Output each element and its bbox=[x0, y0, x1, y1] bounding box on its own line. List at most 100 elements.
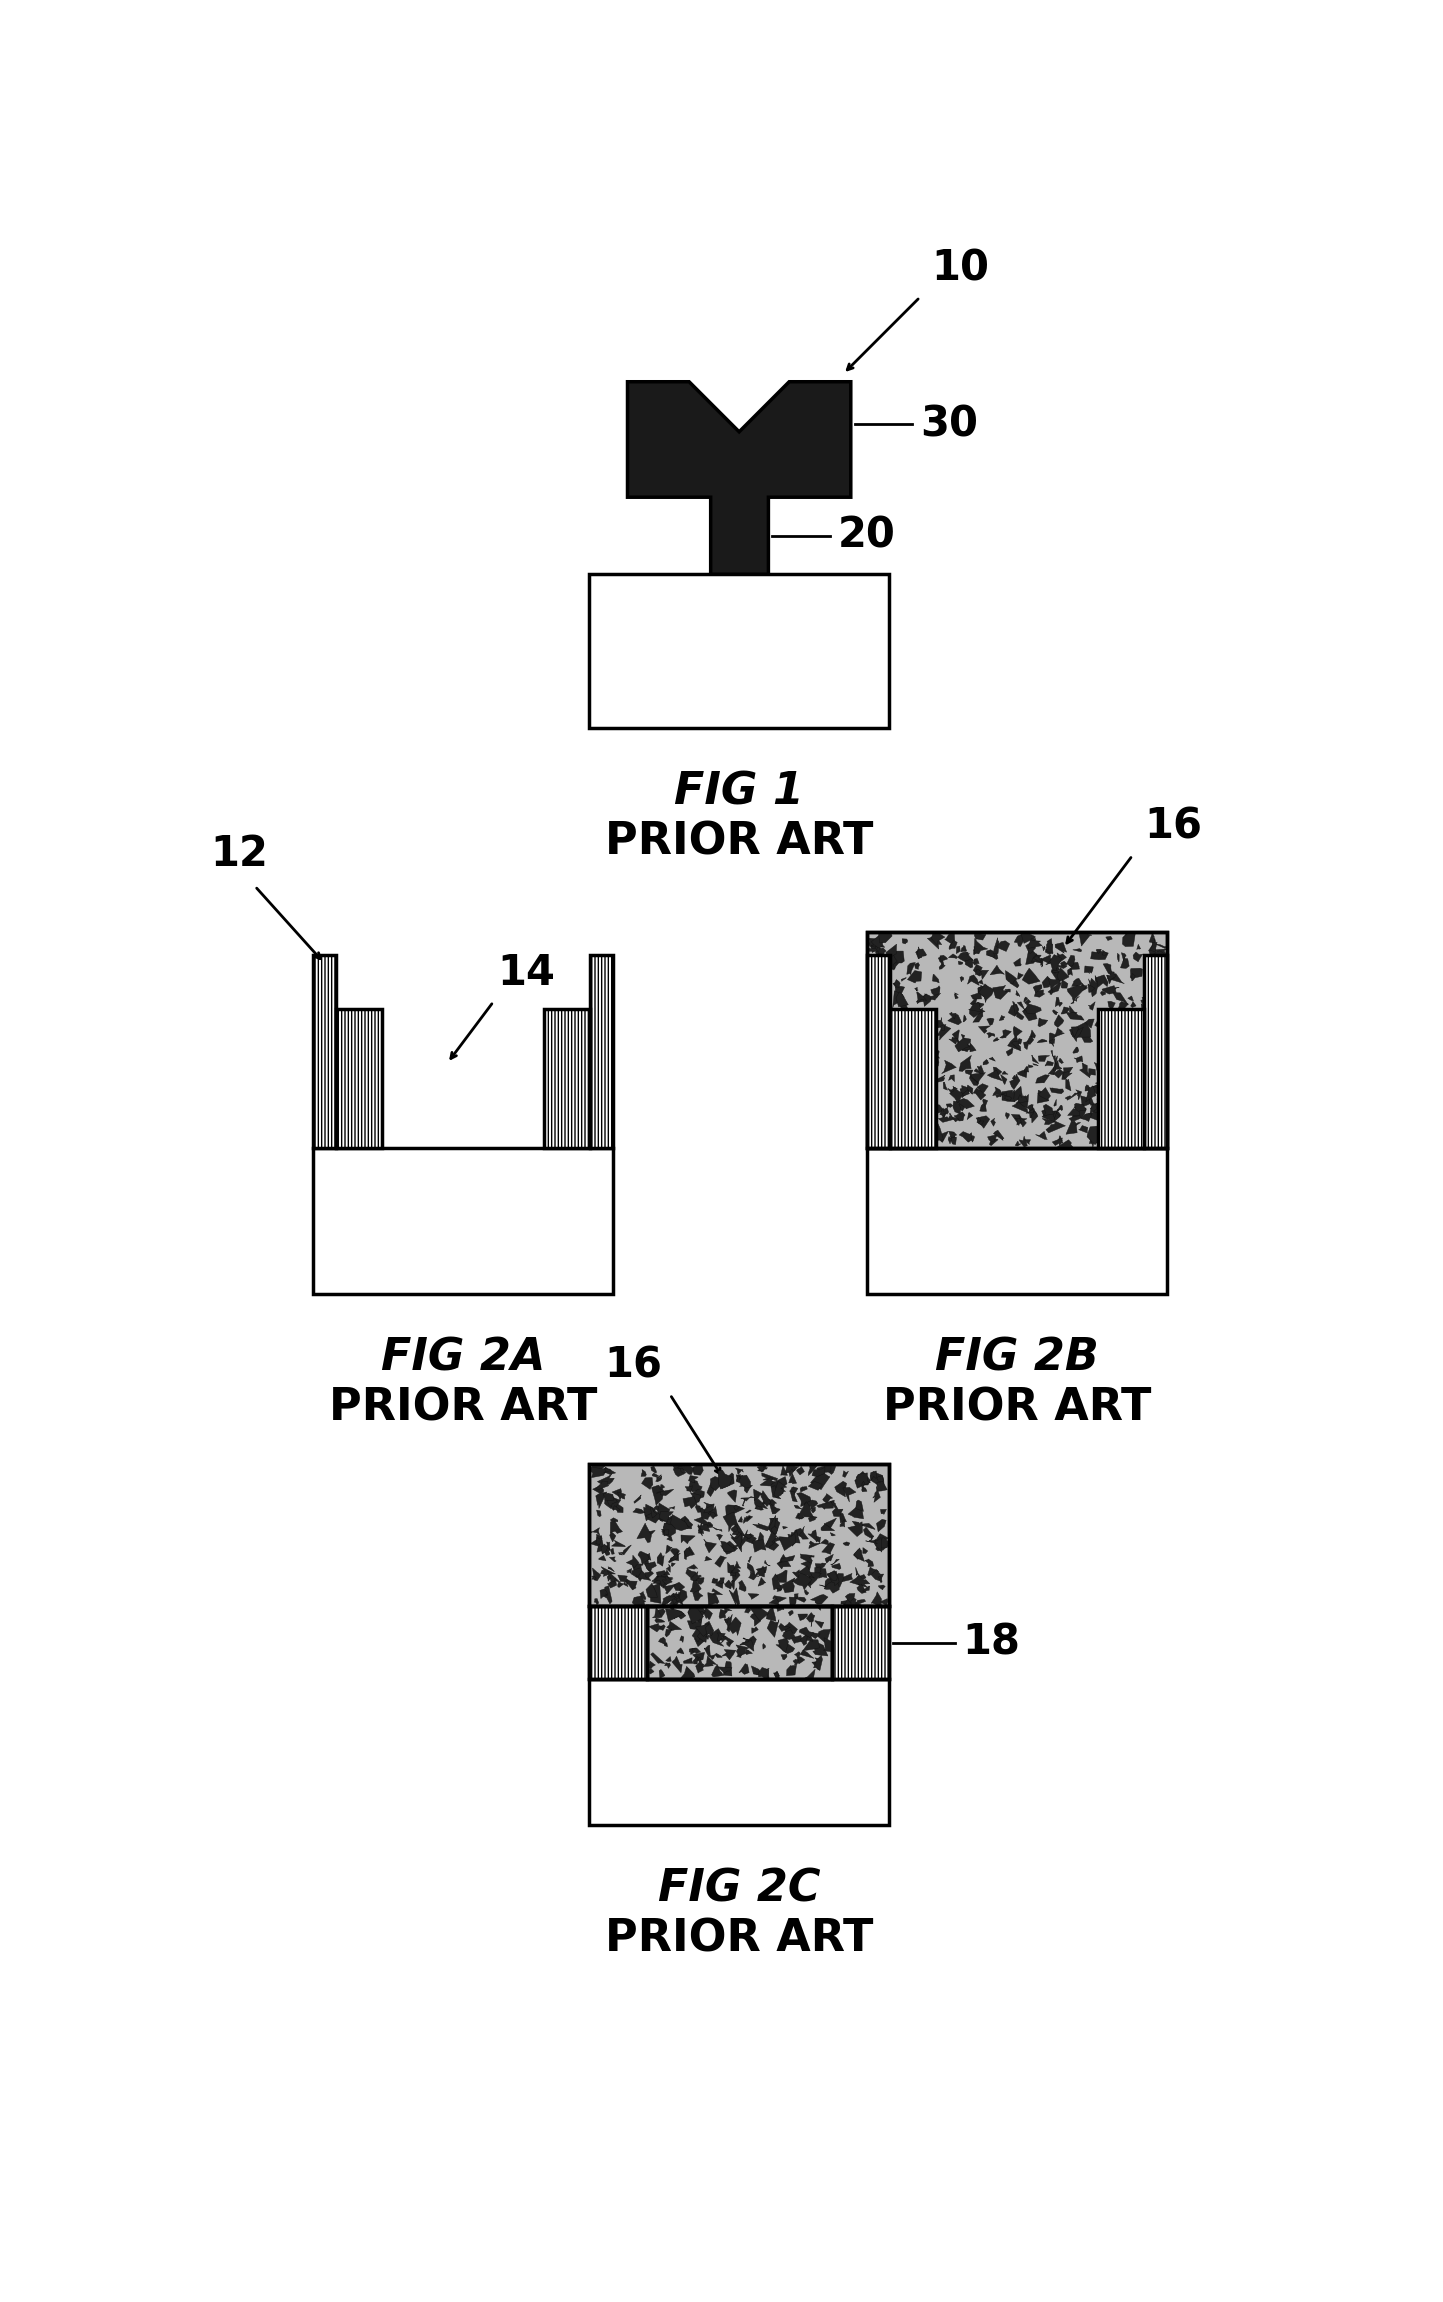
Polygon shape bbox=[727, 1616, 742, 1634]
Polygon shape bbox=[773, 1671, 779, 1678]
Polygon shape bbox=[978, 978, 984, 985]
Polygon shape bbox=[795, 1653, 799, 1655]
Polygon shape bbox=[638, 1552, 649, 1565]
Polygon shape bbox=[710, 1476, 726, 1492]
Polygon shape bbox=[811, 1471, 830, 1489]
Bar bbox=[890, 1008, 937, 1149]
Polygon shape bbox=[620, 1545, 632, 1554]
Polygon shape bbox=[944, 1082, 948, 1091]
Polygon shape bbox=[975, 969, 981, 976]
Polygon shape bbox=[993, 937, 999, 953]
Polygon shape bbox=[908, 971, 922, 983]
Polygon shape bbox=[769, 1503, 781, 1515]
Polygon shape bbox=[1130, 969, 1143, 978]
Polygon shape bbox=[1056, 967, 1069, 981]
Polygon shape bbox=[797, 1466, 804, 1476]
Polygon shape bbox=[841, 1600, 851, 1604]
Polygon shape bbox=[791, 1634, 802, 1644]
Polygon shape bbox=[1069, 1006, 1076, 1017]
Polygon shape bbox=[792, 1570, 799, 1579]
Polygon shape bbox=[661, 1515, 665, 1522]
Polygon shape bbox=[697, 1630, 707, 1641]
Polygon shape bbox=[763, 1644, 766, 1648]
Polygon shape bbox=[753, 1524, 771, 1531]
Polygon shape bbox=[765, 1561, 771, 1565]
Polygon shape bbox=[1152, 1045, 1157, 1052]
Polygon shape bbox=[655, 1476, 662, 1482]
Polygon shape bbox=[1069, 962, 1079, 969]
Polygon shape bbox=[670, 1554, 680, 1563]
Polygon shape bbox=[928, 1084, 932, 1089]
Polygon shape bbox=[672, 1466, 684, 1476]
Polygon shape bbox=[1026, 946, 1038, 965]
Polygon shape bbox=[596, 1480, 609, 1489]
Polygon shape bbox=[1088, 1084, 1100, 1096]
Polygon shape bbox=[646, 1531, 655, 1538]
Polygon shape bbox=[791, 1531, 799, 1547]
Polygon shape bbox=[733, 1545, 740, 1547]
Polygon shape bbox=[872, 946, 877, 953]
Polygon shape bbox=[1055, 1029, 1065, 1036]
Polygon shape bbox=[1069, 1116, 1081, 1121]
Polygon shape bbox=[1023, 1006, 1038, 1020]
Polygon shape bbox=[745, 1535, 752, 1540]
Polygon shape bbox=[919, 1075, 929, 1082]
Polygon shape bbox=[1001, 1070, 1009, 1075]
Polygon shape bbox=[804, 1591, 810, 1595]
Polygon shape bbox=[1140, 1022, 1153, 1031]
Polygon shape bbox=[1149, 1064, 1154, 1068]
Bar bbox=[831, 1607, 889, 1678]
Polygon shape bbox=[1088, 978, 1098, 997]
Polygon shape bbox=[1022, 969, 1040, 985]
Polygon shape bbox=[743, 1517, 750, 1524]
Polygon shape bbox=[1032, 1112, 1038, 1123]
Polygon shape bbox=[1046, 939, 1053, 953]
Polygon shape bbox=[835, 1575, 844, 1588]
Bar bbox=[589, 1464, 889, 1607]
Polygon shape bbox=[843, 1602, 850, 1604]
Polygon shape bbox=[665, 1565, 671, 1572]
Polygon shape bbox=[740, 1496, 755, 1501]
Polygon shape bbox=[1020, 932, 1035, 944]
Polygon shape bbox=[877, 1538, 889, 1547]
Polygon shape bbox=[879, 932, 892, 944]
Polygon shape bbox=[817, 1464, 831, 1473]
Polygon shape bbox=[680, 1588, 687, 1602]
Polygon shape bbox=[1139, 1043, 1144, 1052]
Polygon shape bbox=[889, 1057, 900, 1068]
Polygon shape bbox=[922, 1024, 932, 1034]
Polygon shape bbox=[893, 1068, 902, 1077]
Polygon shape bbox=[977, 1084, 988, 1093]
Polygon shape bbox=[916, 946, 921, 953]
Polygon shape bbox=[753, 1489, 763, 1501]
Polygon shape bbox=[654, 1506, 661, 1512]
Polygon shape bbox=[967, 974, 980, 985]
Polygon shape bbox=[1141, 992, 1153, 1006]
Polygon shape bbox=[716, 1533, 723, 1540]
Polygon shape bbox=[798, 1501, 814, 1519]
Polygon shape bbox=[1006, 1112, 1009, 1119]
Polygon shape bbox=[632, 1563, 642, 1572]
Polygon shape bbox=[948, 1089, 955, 1096]
Polygon shape bbox=[874, 1091, 887, 1103]
Polygon shape bbox=[789, 1473, 797, 1485]
Polygon shape bbox=[789, 1487, 798, 1494]
Polygon shape bbox=[717, 1667, 732, 1674]
Polygon shape bbox=[1068, 967, 1072, 976]
Polygon shape bbox=[892, 1105, 896, 1114]
Polygon shape bbox=[1108, 1123, 1117, 1135]
Polygon shape bbox=[877, 953, 889, 971]
Polygon shape bbox=[736, 1646, 749, 1655]
Polygon shape bbox=[795, 1512, 804, 1519]
Polygon shape bbox=[1128, 1096, 1139, 1107]
Polygon shape bbox=[948, 953, 958, 958]
Polygon shape bbox=[893, 983, 899, 988]
Polygon shape bbox=[808, 1480, 823, 1489]
Polygon shape bbox=[867, 948, 877, 951]
Polygon shape bbox=[1000, 1075, 1007, 1084]
Bar bbox=[589, 1678, 889, 1825]
Polygon shape bbox=[1121, 1130, 1128, 1139]
Polygon shape bbox=[600, 1570, 605, 1575]
Polygon shape bbox=[1001, 1093, 1007, 1098]
Polygon shape bbox=[887, 1057, 900, 1075]
